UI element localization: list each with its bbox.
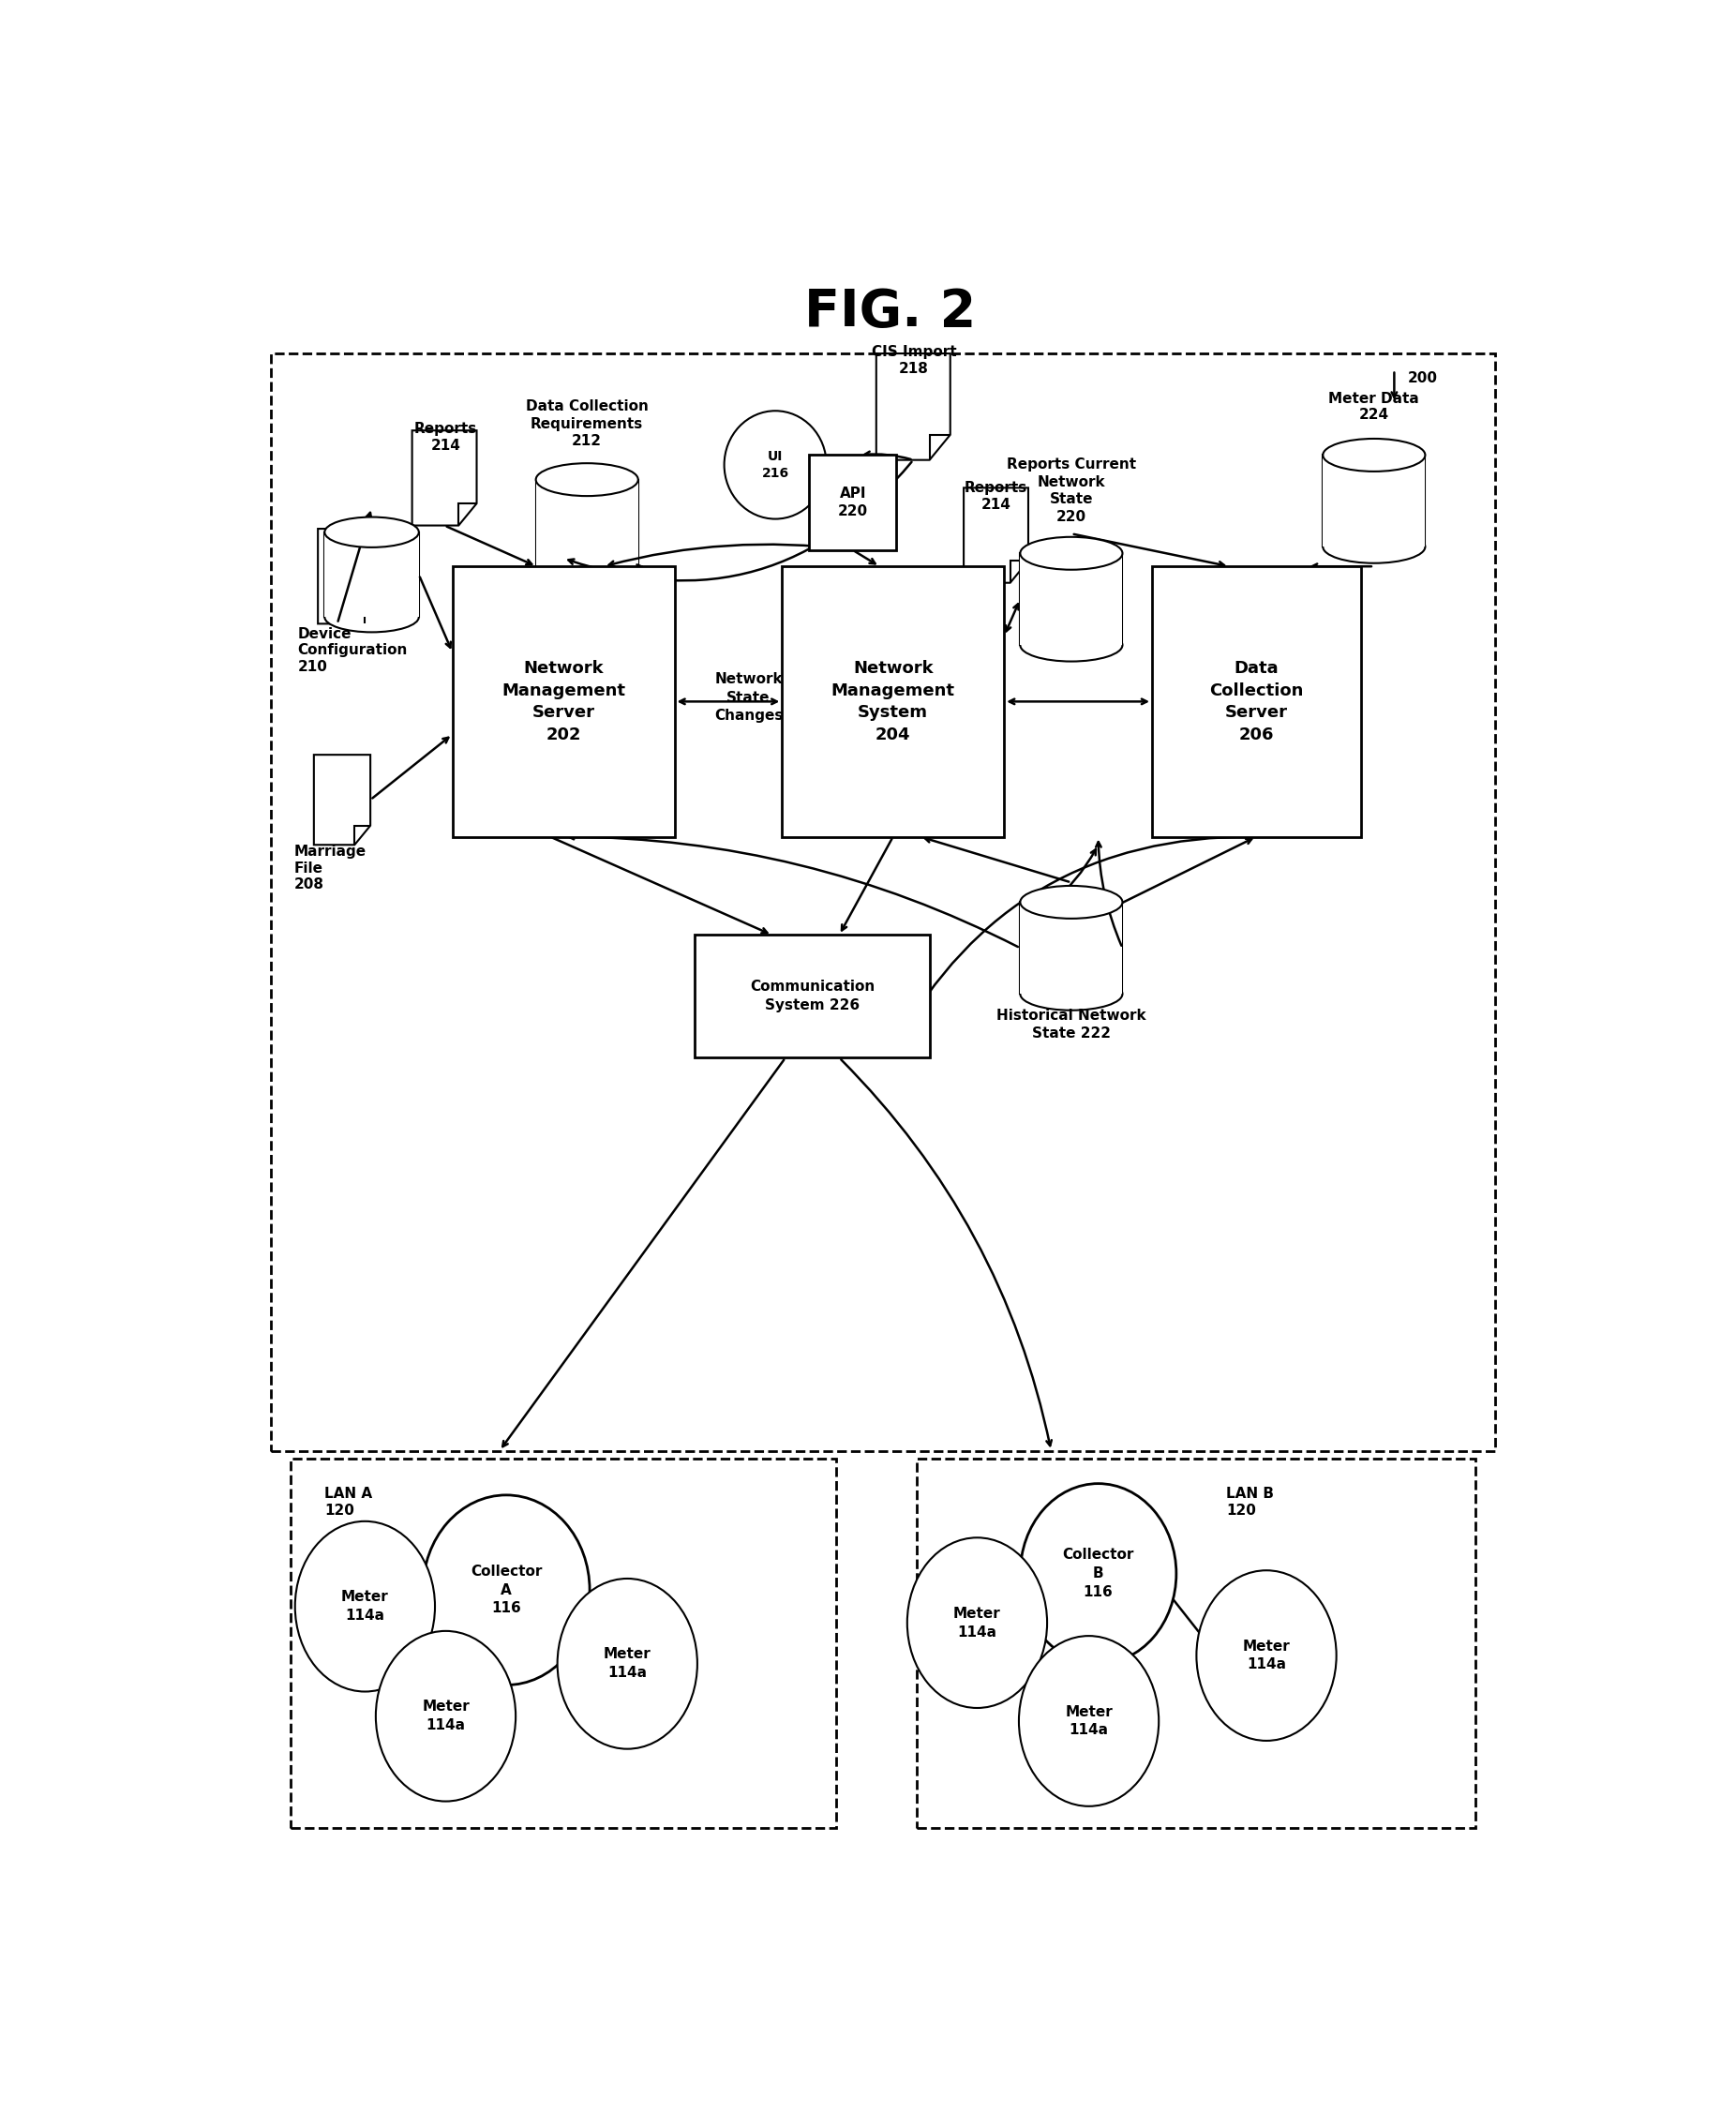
Text: LAN B
120: LAN B 120: [1226, 1487, 1274, 1517]
Text: Collector
B
116: Collector B 116: [1062, 1548, 1134, 1600]
Text: UI
216: UI 216: [762, 449, 788, 481]
Ellipse shape: [325, 602, 418, 632]
Text: Meter
114a: Meter 114a: [342, 1591, 389, 1623]
Text: Meter
114a: Meter 114a: [1243, 1640, 1290, 1672]
Polygon shape: [1323, 455, 1425, 547]
FancyBboxPatch shape: [781, 566, 1003, 836]
Text: Device
Configuration
210: Device Configuration 210: [299, 627, 408, 674]
Polygon shape: [1021, 553, 1123, 644]
Polygon shape: [411, 430, 477, 525]
Ellipse shape: [724, 411, 826, 519]
Text: 200: 200: [1408, 370, 1437, 385]
Text: Network
State
Changes: Network State Changes: [713, 672, 783, 723]
Polygon shape: [314, 755, 370, 844]
Ellipse shape: [1323, 530, 1425, 564]
Ellipse shape: [536, 555, 639, 587]
FancyBboxPatch shape: [1153, 566, 1361, 836]
Text: LAN A
120: LAN A 120: [325, 1487, 373, 1517]
Polygon shape: [536, 479, 639, 572]
Text: API
220: API 220: [838, 487, 868, 519]
Ellipse shape: [325, 517, 418, 547]
Text: Meter
114a: Meter 114a: [1064, 1704, 1113, 1738]
Ellipse shape: [557, 1578, 698, 1748]
Polygon shape: [325, 532, 418, 617]
Ellipse shape: [424, 1495, 590, 1685]
Text: Network
Management
Server
202: Network Management Server 202: [502, 659, 625, 742]
Text: Communication
System 226: Communication System 226: [750, 981, 875, 1012]
Polygon shape: [877, 353, 950, 459]
Text: Historical Network
State 222: Historical Network State 222: [996, 1008, 1146, 1040]
Ellipse shape: [1021, 630, 1123, 661]
FancyBboxPatch shape: [694, 936, 930, 1057]
Text: Reports Current
Network
State
220: Reports Current Network State 220: [1007, 457, 1135, 523]
Polygon shape: [318, 530, 382, 623]
Ellipse shape: [375, 1631, 516, 1802]
FancyBboxPatch shape: [809, 455, 896, 551]
Ellipse shape: [1021, 536, 1123, 570]
Ellipse shape: [295, 1521, 436, 1691]
Text: FIG. 2: FIG. 2: [804, 287, 976, 338]
Ellipse shape: [1021, 885, 1123, 919]
Text: Meter
114a: Meter 114a: [953, 1606, 1002, 1640]
Text: CIS Import
218: CIS Import 218: [871, 345, 957, 376]
Ellipse shape: [1021, 978, 1123, 1010]
Polygon shape: [1021, 902, 1123, 993]
Ellipse shape: [1323, 438, 1425, 472]
Text: Meter Data
224: Meter Data 224: [1328, 391, 1420, 423]
Polygon shape: [963, 487, 1028, 583]
Text: Reports
214: Reports 214: [965, 481, 1028, 513]
Text: Marriage
File
208: Marriage File 208: [293, 844, 366, 891]
Text: Data Collection
Requirements
212: Data Collection Requirements 212: [526, 400, 648, 449]
Ellipse shape: [1019, 1636, 1160, 1806]
Text: Data
Collection
Server
206: Data Collection Server 206: [1210, 659, 1304, 742]
Text: Network
Management
System
204: Network Management System 204: [832, 659, 955, 742]
Text: Meter
114a: Meter 114a: [604, 1648, 651, 1680]
Text: Meter
114a: Meter 114a: [422, 1699, 469, 1734]
Ellipse shape: [1021, 1485, 1177, 1663]
Ellipse shape: [908, 1538, 1047, 1708]
Ellipse shape: [536, 464, 639, 496]
Ellipse shape: [1196, 1570, 1337, 1740]
Text: Reports
214: Reports 214: [415, 423, 477, 453]
FancyBboxPatch shape: [453, 566, 674, 836]
Text: Collector
A
116: Collector A 116: [470, 1565, 542, 1617]
